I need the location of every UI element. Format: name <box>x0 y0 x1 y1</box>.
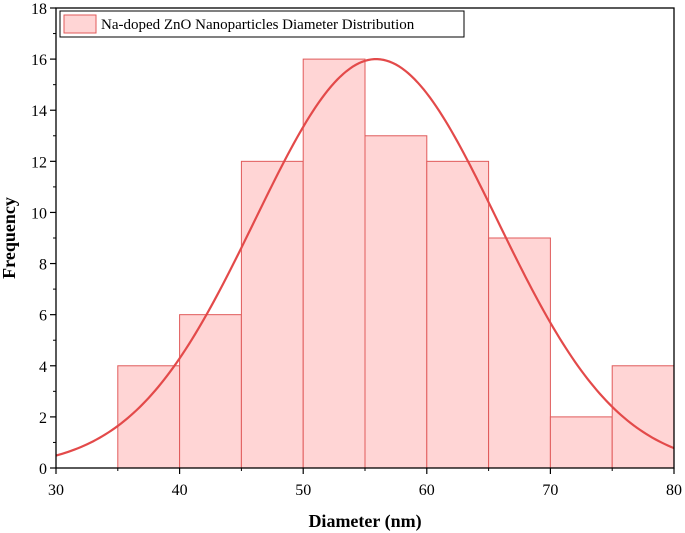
x-axis: 30 40 50 60 70 80 <box>48 468 682 499</box>
x-axis-title: Diameter (nm) <box>308 511 421 532</box>
y-tick-label-2: 4 <box>39 359 47 376</box>
x-tick-label-4: 70 <box>542 482 558 499</box>
legend-box <box>59 10 465 38</box>
histogram-bar-6 <box>488 237 551 469</box>
x-tick-label-1: 40 <box>172 482 188 499</box>
histogram-bar-0 <box>117 365 181 469</box>
x-tick-label-3: 60 <box>419 482 435 499</box>
bars-group <box>117 58 675 469</box>
y-axis-title: Frequency <box>0 197 19 279</box>
legend-label: Na-doped ZnO Nanoparticles Diameter Dist… <box>101 17 415 33</box>
y-tick-label-7: 14 <box>31 103 47 120</box>
y-tick-label-1: 2 <box>39 410 47 427</box>
x-tick-label-2: 50 <box>295 482 311 499</box>
legend-swatch <box>63 14 97 34</box>
histogram-bar-2 <box>240 160 304 469</box>
y-tick-label-3: 6 <box>39 308 47 325</box>
y-tick-label-8: 16 <box>31 52 47 69</box>
normal-fit-curve <box>55 58 675 457</box>
y-tick-label-5: 10 <box>31 205 47 222</box>
y-axis: 0 2 4 6 8 10 12 14 16 18 <box>31 1 56 478</box>
histogram-bar-3 <box>302 58 366 469</box>
histogram-bar-4 <box>364 135 428 469</box>
histogram-bar-1 <box>179 314 242 469</box>
x-tick-label-5: 80 <box>666 482 682 499</box>
y-tick-label-4: 8 <box>39 257 47 274</box>
y-tick-label-9: 18 <box>31 1 47 18</box>
histogram-bar-8 <box>611 365 675 469</box>
histogram-bar-5 <box>426 160 490 469</box>
y-tick-label-0: 0 <box>39 461 47 478</box>
histogram-bar-7 <box>549 416 613 469</box>
y-tick-label-6: 12 <box>31 154 47 171</box>
legend: Na-doped ZnO Nanoparticles Diameter Dist… <box>59 10 465 38</box>
x-tick-label-0: 30 <box>48 482 64 499</box>
